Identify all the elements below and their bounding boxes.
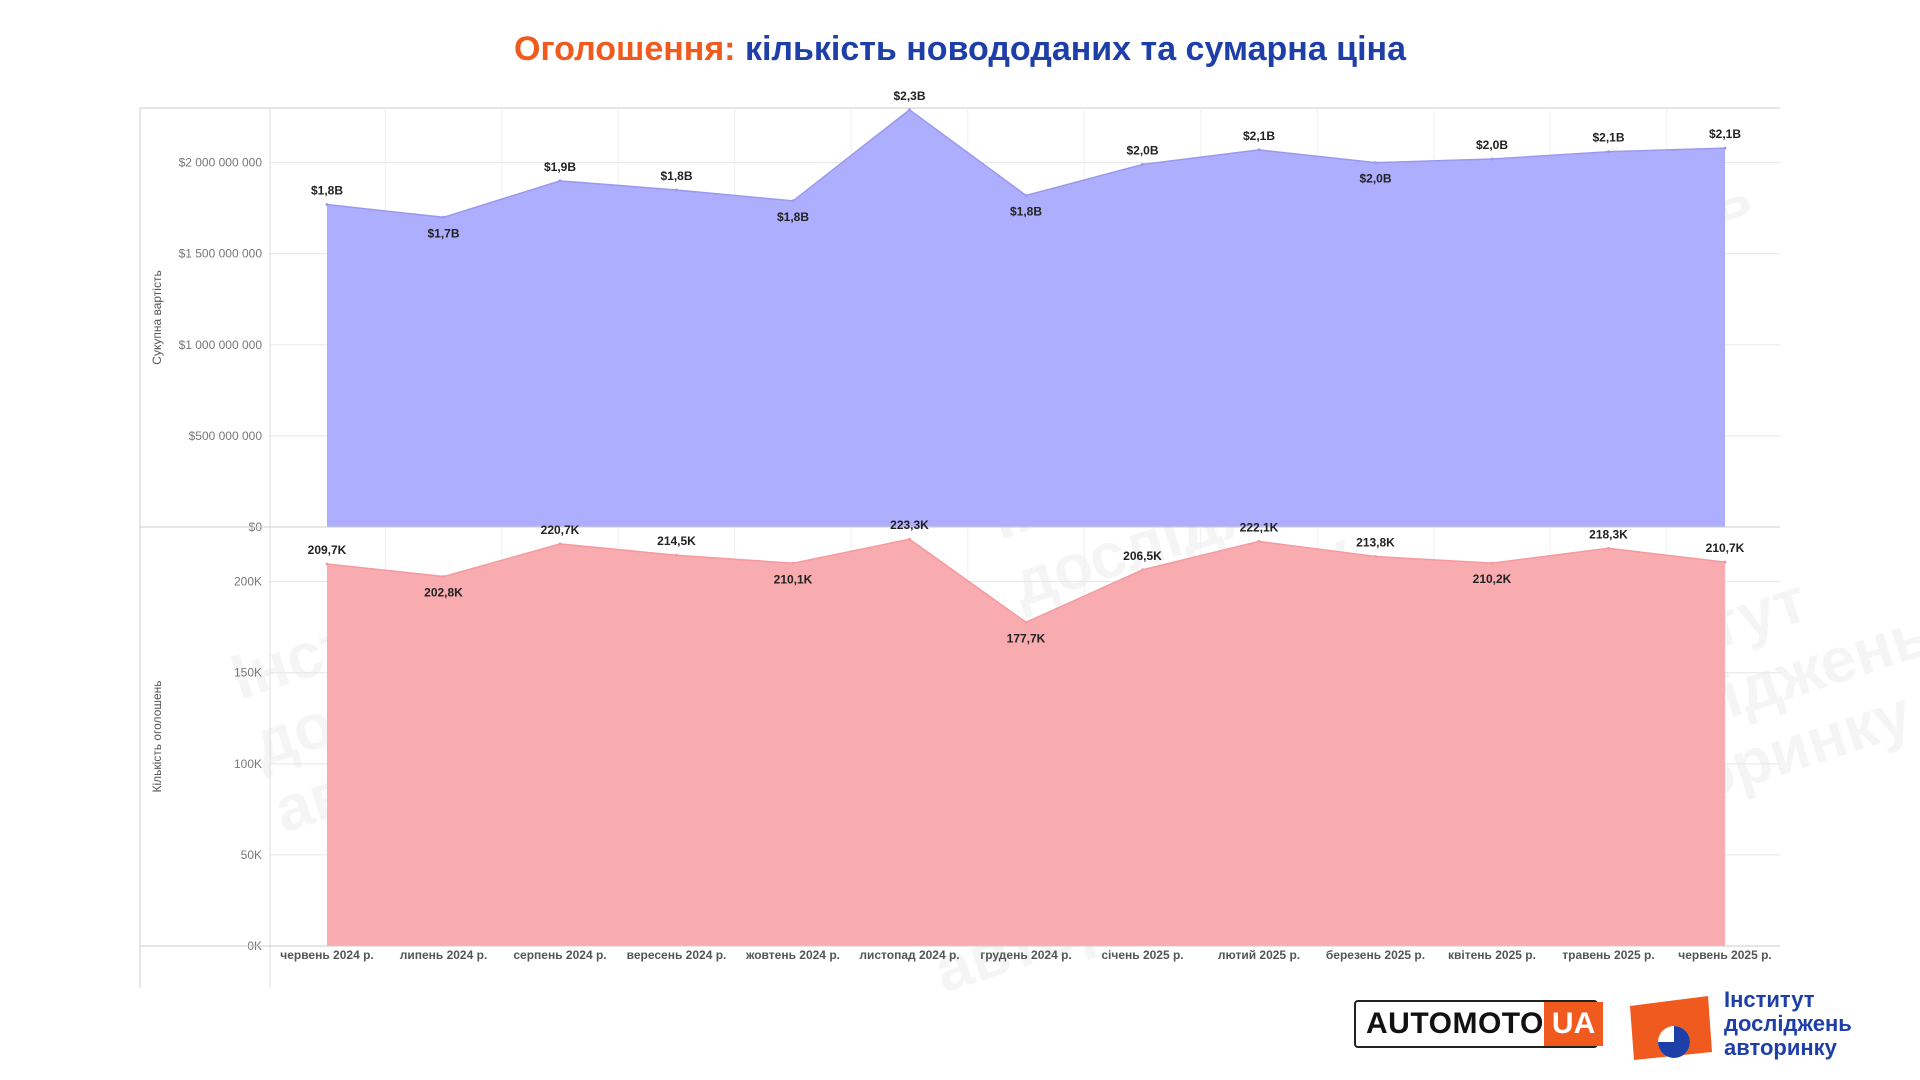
x-tick-label: жовтень 2024 р.: [745, 948, 840, 962]
y-tick-label: 200K: [234, 575, 262, 589]
data-label: $2,1B: [1592, 131, 1624, 145]
data-point: [1723, 560, 1727, 564]
data-point: [1374, 161, 1377, 165]
data-label: $1,8B: [777, 210, 809, 224]
data-point: [675, 553, 678, 557]
x-tick-label: листопад 2024 р.: [859, 948, 959, 962]
data-label: 210,7K: [1706, 541, 1745, 555]
data-label: 206,5K: [1123, 549, 1162, 563]
x-tick-label: вересень 2024 р.: [627, 948, 727, 962]
area-bottom: [327, 539, 1725, 946]
x-tick-label: грудень 2024 р.: [980, 948, 1072, 962]
data-point: [558, 179, 562, 183]
automoto-logo: AUTOMOTO UA: [1354, 1000, 1604, 1048]
data-point: [1723, 146, 1727, 150]
data-label: 214,5K: [657, 534, 696, 548]
data-point: [791, 561, 795, 565]
y-tick-label: 100K: [234, 757, 262, 771]
data-label: $1,9B: [544, 160, 576, 174]
data-label: $2,0B: [1476, 138, 1508, 152]
data-label: 222,1K: [1240, 520, 1279, 534]
data-label: 223,3K: [890, 518, 929, 532]
data-label: 220,7K: [541, 523, 580, 537]
data-point: [1257, 539, 1261, 543]
data-point: [1490, 561, 1494, 565]
data-point: [1607, 546, 1610, 550]
institute-logo-text: Інститут досліджень авторинку: [1724, 988, 1852, 1060]
data-point: [558, 542, 562, 546]
data-label: $1,7B: [427, 226, 459, 240]
data-point: [908, 537, 911, 541]
institute-logo-icon: [1630, 996, 1712, 1060]
data-label: 209,7K: [308, 543, 347, 557]
x-tick-label: березень 2025 р.: [1326, 948, 1425, 962]
x-tick-label: травень 2025 р.: [1562, 948, 1654, 962]
institute-logo-line-3: авторинку: [1724, 1035, 1837, 1060]
data-label: $2,0B: [1126, 143, 1158, 157]
data-point: [1490, 157, 1494, 161]
data-label: 218,3K: [1589, 527, 1628, 541]
data-point: [1141, 162, 1144, 166]
data-label: $2,3B: [893, 89, 925, 103]
chart-title: Оголошення: кількість новододаних та сум…: [0, 30, 1920, 69]
panel-top: $1,8B $1,7B $1,9B $1,8B $1,8B $2,3B $1,8B $2,0B…: [140, 89, 1780, 534]
x-tick-label: серпень 2024 р.: [513, 948, 606, 962]
x-tick-label: червень 2025 р.: [1678, 948, 1772, 962]
x-axis: червень 2024 р. липень 2024 р. серпень 202…: [280, 948, 1772, 962]
y-axis-label: Кількість оголошень: [150, 680, 164, 792]
y-tick-label: $500 000 000: [189, 429, 263, 443]
data-label: $2,1B: [1243, 129, 1275, 143]
data-label: 213,8K: [1356, 536, 1395, 550]
x-tick-label: січень 2025 р.: [1101, 948, 1183, 962]
title-accent: Оголошення:: [514, 30, 736, 68]
data-label: 202,8K: [424, 586, 463, 600]
x-tick-label: червень 2024 р.: [280, 948, 374, 962]
data-point: [325, 562, 329, 566]
data-label: $1,8B: [311, 184, 343, 198]
data-label: $2,1B: [1709, 127, 1741, 141]
data-label: $2,0B: [1359, 172, 1391, 186]
data-point: [442, 575, 445, 579]
data-point: [675, 188, 678, 192]
y-tick-label: $2 000 000 000: [179, 156, 263, 170]
data-point: [1141, 568, 1144, 572]
data-label: 210,1K: [774, 572, 813, 586]
data-label: $1,8B: [660, 169, 692, 183]
institute-logo: Інститут досліджень авторинку: [1624, 988, 1904, 1068]
data-point: [1607, 150, 1610, 154]
automoto-logo-ua: UA: [1543, 1002, 1604, 1046]
y-tick-label: 50K: [241, 848, 262, 862]
data-point: [1374, 555, 1377, 559]
panel-bottom: 209,7K 202,8K 220,7K 214,5K 210,1K 223,3K 177,…: [140, 518, 1780, 953]
y-tick-label: 150K: [234, 666, 262, 680]
data-label: 177,7K: [1007, 631, 1046, 645]
x-tick-label: квітень 2025 р.: [1448, 948, 1536, 962]
data-label: $1,8B: [1010, 204, 1042, 218]
data-point: [442, 215, 445, 219]
y-tick-label: $1 500 000 000: [179, 247, 263, 261]
data-point: [1024, 620, 1028, 624]
data-point: [908, 108, 911, 112]
y-tick-label: $1 000 000 000: [179, 338, 263, 352]
data-point: [791, 199, 795, 203]
data-point: [325, 203, 329, 207]
automoto-logo-text: AUTOMOTO: [1366, 1007, 1544, 1040]
x-tick-label: липень 2024 р.: [400, 948, 488, 962]
title-main: кількість новододаних та сумарна ціна: [744, 30, 1406, 68]
institute-logo-line-1: Інститут: [1724, 987, 1815, 1012]
data-point: [1024, 193, 1028, 197]
data-label: 210,2K: [1473, 572, 1512, 586]
x-tick-label: лютий 2025 р.: [1218, 948, 1300, 962]
data-point: [1257, 148, 1261, 152]
y-axis-label: Сукупна вартість: [150, 270, 164, 364]
area-top: [327, 109, 1725, 527]
institute-logo-line-2: досліджень: [1724, 1011, 1852, 1036]
